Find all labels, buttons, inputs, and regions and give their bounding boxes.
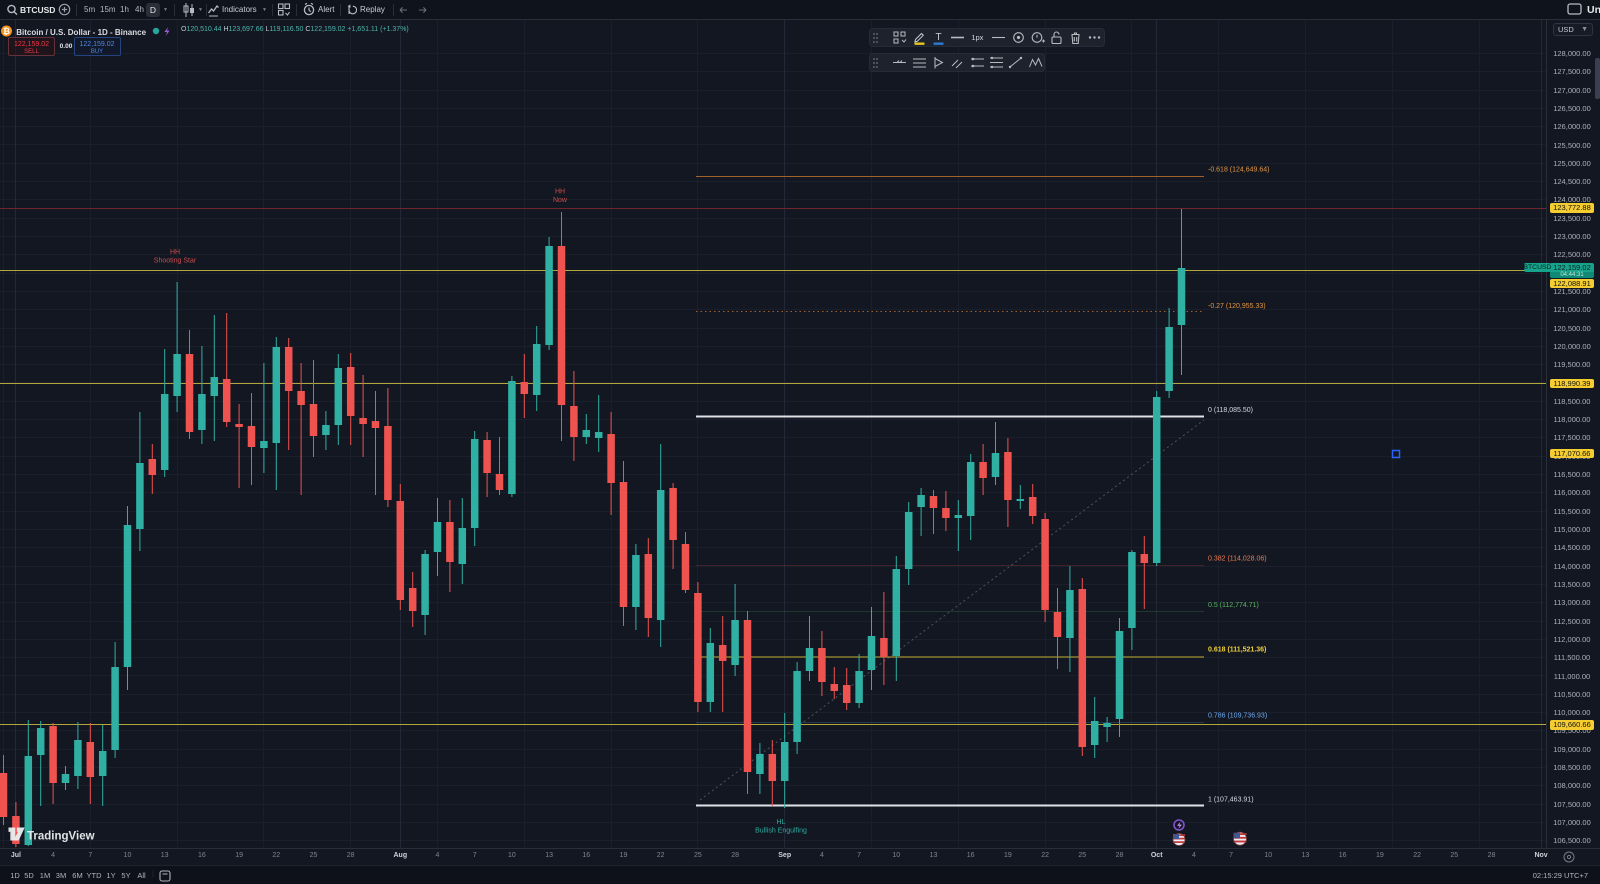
svg-text:0 (118,085.50): 0 (118,085.50) bbox=[1208, 407, 1253, 414]
svg-text:Shooting Star: Shooting Star bbox=[154, 258, 197, 265]
svg-text:HH: HH bbox=[170, 249, 180, 256]
svg-text:-0.27 (120,955.33): -0.27 (120,955.33) bbox=[1208, 303, 1266, 310]
svg-text:-0.618 (124,649.64): -0.618 (124,649.64) bbox=[1208, 167, 1270, 174]
svg-text:Bullish Engulfing: Bullish Engulfing bbox=[755, 828, 807, 835]
svg-text:₿: ₿ bbox=[3, 26, 10, 36]
svg-text:T: T bbox=[935, 32, 941, 43]
svg-text:Now: Now bbox=[553, 197, 568, 204]
svg-text:0.5 (112,774.71): 0.5 (112,774.71) bbox=[1208, 602, 1259, 609]
svg-text:HL: HL bbox=[777, 819, 786, 826]
svg-text:1 (107,463.91): 1 (107,463.91) bbox=[1208, 797, 1254, 804]
svg-text:HH: HH bbox=[555, 189, 565, 196]
svg-text:0.618 (111,521.36): 0.618 (111,521.36) bbox=[1208, 646, 1266, 653]
svg-text:0.382 (114,028.06): 0.382 (114,028.06) bbox=[1208, 556, 1267, 563]
svg-text:TradingView: TradingView bbox=[27, 831, 95, 843]
svg-text:0.786 (109,736.93): 0.786 (109,736.93) bbox=[1208, 712, 1267, 719]
